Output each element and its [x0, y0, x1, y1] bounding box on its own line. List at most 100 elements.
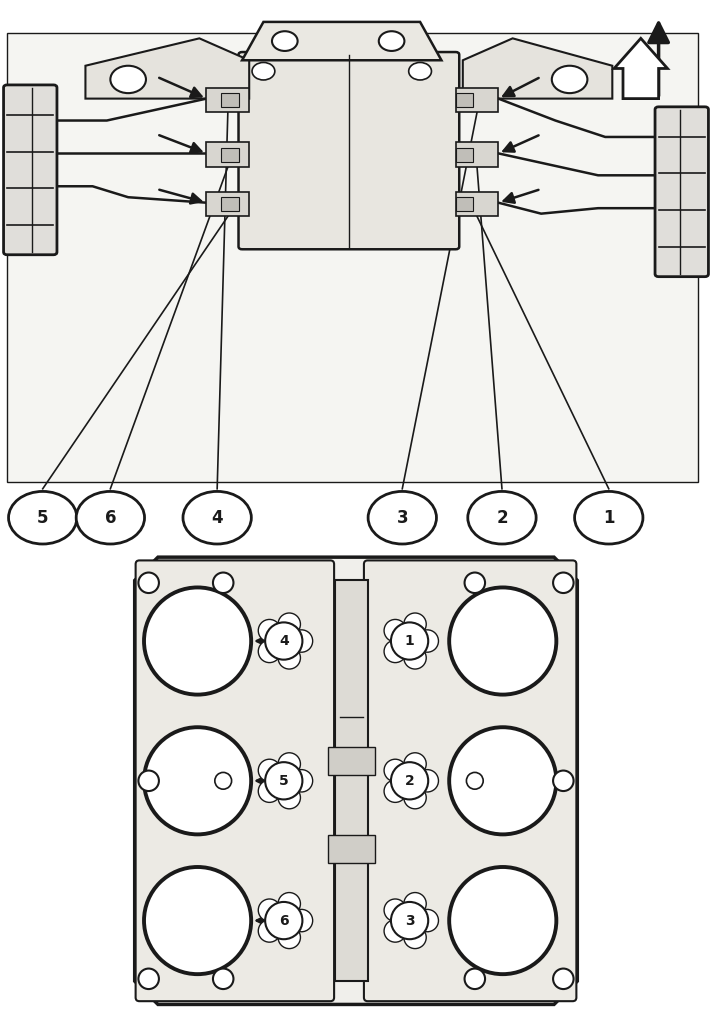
Circle shape	[258, 620, 281, 642]
Circle shape	[464, 969, 485, 989]
Circle shape	[258, 759, 281, 781]
Circle shape	[265, 623, 303, 659]
FancyBboxPatch shape	[4, 85, 57, 255]
Circle shape	[213, 572, 234, 593]
Circle shape	[272, 31, 298, 51]
Text: 2: 2	[496, 509, 508, 526]
Circle shape	[416, 630, 439, 652]
Bar	[206, 191, 249, 216]
Circle shape	[384, 640, 407, 663]
Circle shape	[384, 920, 407, 942]
Circle shape	[252, 62, 275, 80]
Text: 4: 4	[211, 509, 223, 526]
Circle shape	[464, 572, 485, 593]
Text: 6: 6	[105, 509, 116, 526]
Circle shape	[265, 902, 303, 939]
Text: 5: 5	[37, 509, 48, 526]
Circle shape	[404, 753, 426, 775]
Circle shape	[416, 909, 439, 932]
Circle shape	[466, 772, 483, 790]
Circle shape	[449, 867, 556, 974]
Circle shape	[138, 572, 159, 593]
Circle shape	[368, 492, 436, 544]
Circle shape	[553, 572, 574, 593]
Text: 4: 4	[279, 634, 288, 648]
Bar	[221, 147, 239, 162]
Circle shape	[449, 588, 556, 694]
Circle shape	[258, 780, 281, 803]
Circle shape	[144, 867, 251, 974]
Bar	[221, 198, 239, 211]
FancyArrow shape	[614, 38, 668, 98]
Text: 5: 5	[279, 774, 288, 787]
Circle shape	[404, 647, 426, 669]
Bar	[456, 93, 473, 106]
Circle shape	[278, 893, 300, 914]
Bar	[456, 191, 498, 216]
Circle shape	[404, 613, 426, 635]
Circle shape	[213, 969, 234, 989]
Circle shape	[265, 762, 303, 800]
Circle shape	[144, 588, 251, 694]
Bar	[456, 147, 473, 162]
Bar	[328, 835, 375, 863]
FancyBboxPatch shape	[364, 560, 577, 1001]
Circle shape	[404, 786, 426, 809]
Bar	[206, 88, 249, 113]
Bar	[206, 142, 249, 167]
Bar	[221, 93, 239, 106]
Circle shape	[468, 492, 536, 544]
Circle shape	[278, 647, 300, 669]
Text: 2: 2	[404, 774, 414, 787]
Text: 3: 3	[404, 913, 414, 928]
Circle shape	[384, 899, 407, 922]
Circle shape	[110, 66, 146, 93]
Polygon shape	[242, 22, 441, 60]
FancyBboxPatch shape	[655, 106, 708, 276]
Circle shape	[9, 492, 77, 544]
Circle shape	[278, 786, 300, 809]
Bar	[456, 198, 473, 211]
Polygon shape	[463, 38, 612, 98]
Circle shape	[391, 902, 428, 939]
FancyBboxPatch shape	[239, 52, 459, 249]
Circle shape	[278, 927, 300, 948]
Circle shape	[416, 770, 439, 792]
Circle shape	[575, 492, 643, 544]
Bar	[456, 88, 498, 113]
FancyBboxPatch shape	[7, 33, 698, 482]
Circle shape	[258, 640, 281, 663]
Circle shape	[278, 613, 300, 635]
Bar	[456, 142, 498, 167]
Circle shape	[144, 727, 251, 835]
Text: 6: 6	[279, 913, 288, 928]
Circle shape	[76, 492, 145, 544]
Circle shape	[384, 780, 407, 803]
Circle shape	[258, 920, 281, 942]
Circle shape	[553, 969, 574, 989]
Circle shape	[404, 893, 426, 914]
Circle shape	[290, 630, 313, 652]
Circle shape	[183, 492, 251, 544]
Text: 1: 1	[404, 634, 414, 648]
Circle shape	[384, 759, 407, 781]
Circle shape	[138, 770, 159, 792]
Circle shape	[138, 969, 159, 989]
Bar	[328, 746, 375, 775]
Circle shape	[258, 899, 281, 922]
Circle shape	[278, 753, 300, 775]
Circle shape	[290, 770, 313, 792]
Text: 3: 3	[397, 509, 408, 526]
Circle shape	[379, 31, 404, 51]
Circle shape	[391, 762, 428, 800]
Text: 1: 1	[603, 509, 614, 526]
Circle shape	[409, 62, 431, 80]
Circle shape	[553, 770, 574, 792]
Bar	[335, 581, 367, 981]
Circle shape	[391, 623, 428, 659]
Circle shape	[290, 909, 313, 932]
Circle shape	[552, 66, 587, 93]
Circle shape	[384, 620, 407, 642]
Circle shape	[449, 727, 556, 835]
Polygon shape	[85, 38, 249, 98]
